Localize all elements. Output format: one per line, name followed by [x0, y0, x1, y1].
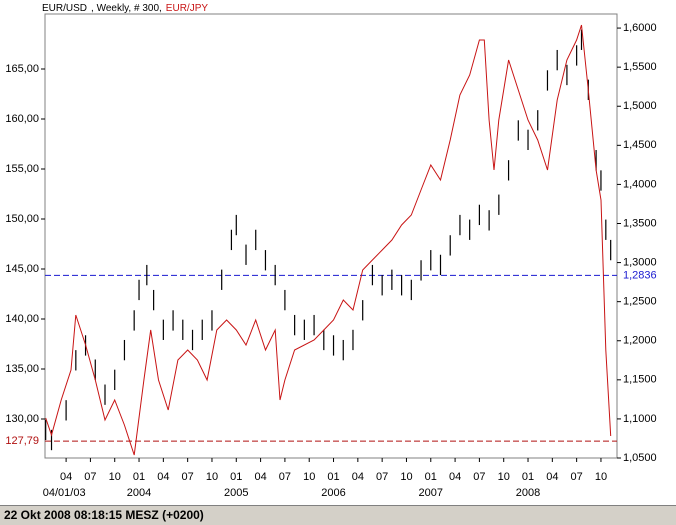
x-tick-label: 01 — [230, 471, 242, 483]
x-period-label: 2006 — [321, 487, 345, 499]
y-tick-label: 150,00 — [5, 213, 39, 225]
reference-label-box — [618, 268, 658, 283]
x-period-label: 2007 — [419, 487, 443, 499]
chart-subtitle: , Weekly, # 300, — [91, 3, 162, 14]
y2-tick-label: 1,3500 — [623, 217, 657, 229]
y2-tick-label: 1,5500 — [623, 61, 657, 73]
x-tick-label: 01 — [425, 471, 437, 483]
x-tick-label: 04 — [254, 471, 266, 483]
x-tick-label: 01 — [522, 471, 534, 483]
x-tick-label: 07 — [279, 471, 291, 483]
y-tick-label: 155,00 — [5, 163, 39, 175]
x-tick-label: 10 — [303, 471, 315, 483]
x-tick-label: 10 — [206, 471, 218, 483]
x-tick-label: 04 — [546, 471, 558, 483]
y-tick-label: 160,00 — [5, 113, 39, 125]
y-tick-label: 145,00 — [5, 263, 39, 275]
reference-label: 127,79 — [5, 435, 39, 447]
x-tick-label: 04 — [60, 471, 72, 483]
x-period-label: 2004 — [127, 487, 151, 499]
price-line — [45, 24, 612, 456]
y2-tick-label: 1,3000 — [623, 256, 657, 268]
y2-tick-label: 1,2000 — [623, 335, 657, 347]
y2-tick-label: 1,1500 — [623, 374, 657, 386]
y-tick-label: 135,00 — [5, 363, 39, 375]
x-tick-label: 04 — [157, 471, 169, 483]
x-period-label: 2005 — [224, 487, 248, 499]
series-name: EUR/USD — [42, 3, 87, 14]
x-tick-label: 10 — [595, 471, 607, 483]
x-tick-label: 01 — [327, 471, 339, 483]
y2-tick-label: 1,2500 — [623, 296, 657, 308]
y2-tick-label: 1,1000 — [623, 413, 657, 425]
x-tick-label: 07 — [473, 471, 485, 483]
y2-tick-label: 1,4500 — [623, 139, 657, 151]
y-tick-label: 130,00 — [5, 413, 39, 425]
reference-label-box — [2, 434, 44, 449]
y2-tick-label: 1,4000 — [623, 178, 657, 190]
x-tick-label: 07 — [571, 471, 583, 483]
y2-tick-label: 1,0500 — [623, 452, 657, 464]
y-tick-label: 165,00 — [5, 63, 39, 75]
x-tick-label: 04 — [449, 471, 461, 483]
x-tick-label: 07 — [182, 471, 194, 483]
x-period-label: 2008 — [516, 487, 540, 499]
x-period-label: 04/01/03 — [43, 487, 86, 499]
y2-tick-label: 1,5000 — [623, 100, 657, 112]
x-tick-label: 10 — [109, 471, 121, 483]
series-name: EUR/JPY — [166, 3, 209, 14]
x-tick-label: 10 — [400, 471, 412, 483]
chart: EUR/USD , Weekly, # 300, EUR/JPY 130,00 135… — [2, 2, 658, 499]
plot-frame — [44, 13, 618, 459]
chart-title: EUR/USD , Weekly, # 300, EUR/JPY — [42, 3, 208, 14]
x-tick-label: 04 — [352, 471, 364, 483]
x-tick-label: 07 — [84, 471, 96, 483]
y-tick-label: 140,00 — [5, 313, 39, 325]
y2-tick-label: 1,6000 — [623, 22, 657, 34]
status-bar: 22 Okt 2008 08:18:15 MESZ (+0200) — [0, 505, 676, 525]
x-tick-label: 10 — [498, 471, 510, 483]
x-tick-label: 07 — [376, 471, 388, 483]
x-tick-label: 01 — [133, 471, 145, 483]
reference-label: 1,2836 — [623, 269, 657, 281]
